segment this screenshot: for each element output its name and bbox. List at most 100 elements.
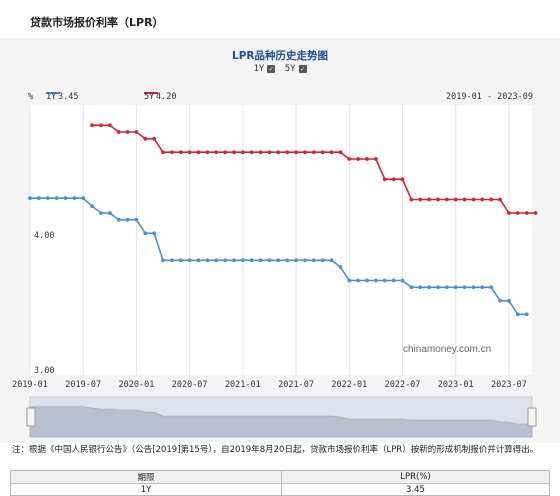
data-point-1y[interactable] bbox=[498, 298, 502, 303]
navigator-handle-right[interactable] bbox=[527, 407, 537, 427]
navigator-handle-left[interactable] bbox=[26, 407, 36, 427]
data-point-5y[interactable] bbox=[347, 157, 352, 161]
data-point-5y[interactable] bbox=[320, 150, 325, 155]
checkbox-1y-icon[interactable]: ✓ bbox=[267, 65, 276, 73]
data-point-1y[interactable] bbox=[453, 285, 458, 290]
range-navigator[interactable] bbox=[26, 396, 537, 438]
data-point-1y[interactable] bbox=[418, 285, 423, 290]
data-point-5y[interactable] bbox=[196, 150, 201, 155]
data-point-1y[interactable] bbox=[311, 258, 316, 263]
data-point-1y[interactable] bbox=[347, 278, 352, 283]
data-point-1y[interactable] bbox=[515, 312, 520, 317]
data-point-5y[interactable] bbox=[329, 150, 334, 155]
data-point-1y[interactable] bbox=[196, 258, 201, 263]
data-point-1y[interactable] bbox=[178, 258, 183, 263]
data-point-5y[interactable] bbox=[374, 157, 378, 161]
data-point-5y[interactable] bbox=[453, 197, 458, 202]
data-point-1y[interactable] bbox=[54, 196, 59, 201]
data-point-5y[interactable] bbox=[99, 123, 103, 128]
data-point-1y[interactable] bbox=[72, 196, 77, 201]
data-point-1y[interactable] bbox=[240, 258, 245, 263]
data-point-1y[interactable] bbox=[125, 217, 130, 222]
data-point-1y[interactable] bbox=[338, 265, 343, 269]
data-point-5y[interactable] bbox=[205, 150, 210, 155]
data-point-1y[interactable] bbox=[507, 298, 511, 303]
data-point-1y[interactable] bbox=[170, 258, 174, 263]
data-point-5y[interactable] bbox=[107, 123, 112, 128]
data-point-5y[interactable] bbox=[489, 197, 494, 202]
data-point-1y[interactable] bbox=[28, 196, 32, 201]
data-point-1y[interactable] bbox=[391, 278, 396, 283]
data-point-5y[interactable] bbox=[90, 123, 94, 128]
data-point-5y[interactable] bbox=[427, 197, 432, 202]
data-point-5y[interactable] bbox=[170, 150, 174, 155]
data-point-1y[interactable] bbox=[143, 231, 148, 236]
data-point-5y[interactable] bbox=[116, 130, 121, 134]
data-point-5y[interactable] bbox=[249, 150, 254, 155]
data-point-5y[interactable] bbox=[161, 150, 165, 155]
data-point-1y[interactable] bbox=[374, 278, 378, 283]
data-point-5y[interactable] bbox=[267, 150, 272, 155]
data-point-1y[interactable] bbox=[427, 285, 432, 290]
data-point-1y[interactable] bbox=[471, 285, 476, 290]
data-point-1y[interactable] bbox=[524, 312, 529, 317]
data-point-1y[interactable] bbox=[116, 217, 121, 222]
data-point-1y[interactable] bbox=[45, 196, 50, 201]
data-point-5y[interactable] bbox=[125, 130, 130, 134]
toggle-1y[interactable]: 1Y ✓ bbox=[253, 64, 276, 74]
data-point-1y[interactable] bbox=[99, 211, 103, 215]
data-point-5y[interactable] bbox=[498, 197, 502, 202]
data-point-5y[interactable] bbox=[223, 150, 228, 155]
data-point-1y[interactable] bbox=[489, 285, 494, 290]
data-point-1y[interactable] bbox=[303, 258, 307, 263]
data-point-5y[interactable] bbox=[214, 150, 219, 155]
data-point-1y[interactable] bbox=[400, 278, 405, 283]
data-point-5y[interactable] bbox=[311, 150, 316, 155]
toggle-5y[interactable]: 5Y ✓ bbox=[285, 64, 307, 74]
data-point-5y[interactable] bbox=[400, 177, 405, 182]
data-point-5y[interactable] bbox=[418, 197, 423, 202]
data-point-1y[interactable] bbox=[480, 285, 485, 290]
data-point-5y[interactable] bbox=[480, 197, 485, 202]
data-point-1y[interactable] bbox=[205, 258, 210, 263]
data-point-5y[interactable] bbox=[178, 150, 183, 155]
data-point-1y[interactable] bbox=[356, 278, 361, 283]
data-point-5y[interactable] bbox=[187, 150, 192, 155]
data-point-5y[interactable] bbox=[382, 177, 387, 182]
data-point-5y[interactable] bbox=[471, 197, 476, 202]
data-point-1y[interactable] bbox=[276, 258, 281, 263]
data-point-5y[interactable] bbox=[356, 157, 361, 161]
data-point-5y[interactable] bbox=[303, 150, 307, 155]
data-point-1y[interactable] bbox=[267, 258, 272, 263]
data-point-5y[interactable] bbox=[507, 211, 511, 215]
data-point-1y[interactable] bbox=[462, 285, 467, 290]
data-point-1y[interactable] bbox=[258, 258, 263, 263]
data-point-5y[interactable] bbox=[240, 150, 245, 155]
data-point-1y[interactable] bbox=[187, 258, 192, 263]
data-point-1y[interactable] bbox=[223, 258, 228, 263]
data-point-1y[interactable] bbox=[214, 258, 219, 263]
data-point-1y[interactable] bbox=[329, 258, 334, 263]
checkbox-5y-icon[interactable]: ✓ bbox=[298, 65, 307, 73]
data-point-1y[interactable] bbox=[232, 258, 236, 263]
data-point-1y[interactable] bbox=[36, 196, 41, 201]
data-point-1y[interactable] bbox=[382, 278, 387, 283]
data-point-5y[interactable] bbox=[515, 211, 520, 215]
data-point-5y[interactable] bbox=[338, 150, 343, 155]
data-point-5y[interactable] bbox=[294, 150, 298, 155]
data-point-5y[interactable] bbox=[285, 150, 290, 155]
data-point-1y[interactable] bbox=[107, 211, 112, 215]
data-point-1y[interactable] bbox=[444, 285, 449, 290]
data-point-5y[interactable] bbox=[409, 197, 414, 202]
data-point-1y[interactable] bbox=[285, 258, 290, 263]
data-point-1y[interactable] bbox=[436, 285, 440, 290]
data-point-5y[interactable] bbox=[232, 150, 236, 155]
data-point-1y[interactable] bbox=[81, 196, 86, 201]
data-point-1y[interactable] bbox=[365, 278, 369, 283]
data-point-1y[interactable] bbox=[320, 258, 325, 263]
data-point-5y[interactable] bbox=[143, 136, 148, 141]
data-point-1y[interactable] bbox=[249, 258, 254, 263]
data-point-5y[interactable] bbox=[444, 197, 449, 202]
data-point-5y[interactable] bbox=[276, 150, 281, 155]
data-point-5y[interactable] bbox=[134, 130, 139, 134]
